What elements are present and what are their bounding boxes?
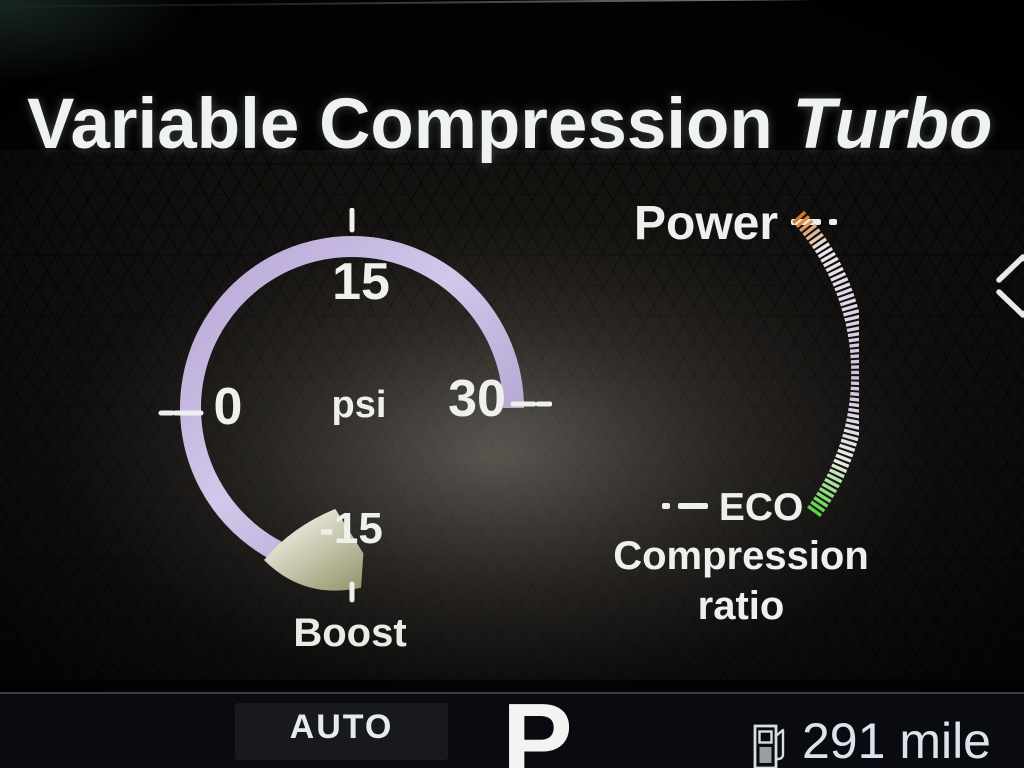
svg-text:15: 15 [332,253,390,311]
svg-text:psi: psi [332,384,387,426]
svg-text:-15: -15 [319,504,383,553]
svg-text:0: 0 [214,378,243,436]
